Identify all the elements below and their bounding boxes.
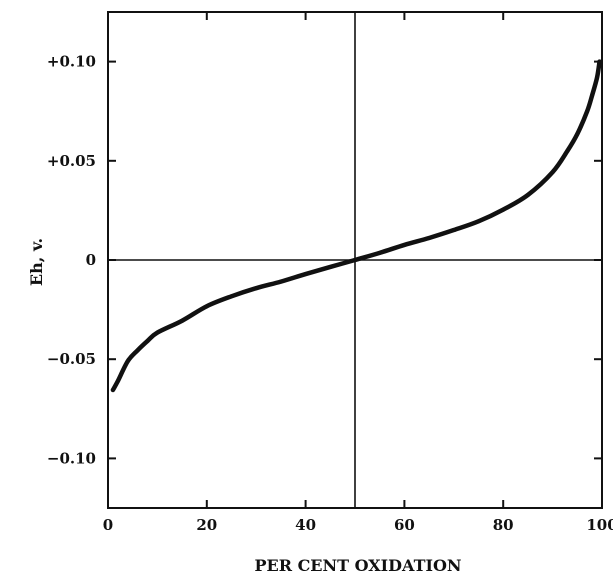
data-point [575, 132, 580, 137]
y-tick-label: +0.05 [47, 152, 96, 170]
data-point [427, 235, 432, 240]
data-point [125, 359, 130, 364]
y-tick-label: +0.10 [47, 53, 96, 71]
data-point [135, 348, 140, 353]
data-point [110, 387, 115, 392]
data-point [377, 250, 382, 255]
data-point [590, 93, 595, 98]
y-tick-label: −0.05 [47, 350, 96, 368]
x-tick-label: 100 [586, 516, 613, 534]
data-point [501, 207, 506, 212]
data-point [204, 304, 209, 309]
data-point [145, 338, 150, 343]
x-tick-label: 60 [394, 516, 415, 534]
data-point [476, 219, 481, 224]
data-point [402, 242, 407, 247]
x-tick-label: 20 [196, 516, 217, 534]
data-point [229, 294, 234, 299]
data-point [180, 318, 185, 323]
data-point [585, 109, 590, 114]
data-point [451, 228, 456, 233]
y-tick-label: 0 [86, 251, 96, 269]
axis-tick-labels: 0 20 40 60 80 100 +0.10 +0.05 0 −0.05 −0.10 [47, 53, 613, 534]
data-point [303, 272, 308, 277]
series-line [110, 59, 602, 393]
data-point [595, 75, 600, 80]
data-point [597, 59, 602, 64]
data-point [353, 258, 357, 262]
data-point [254, 286, 259, 291]
y-axis-label: Eh, v. [27, 238, 46, 286]
data-point [278, 279, 283, 284]
data-point [565, 148, 570, 153]
y-tick-label: −0.10 [47, 449, 96, 467]
axis-ticks [107, 12, 603, 508]
x-tick-label: 80 [493, 516, 514, 534]
x-axis-label: PER CENT OXIDATION [254, 556, 461, 575]
data-point [115, 379, 120, 384]
x-tick-label: 0 [103, 516, 113, 534]
data-point [550, 170, 555, 175]
x-tick-label: 40 [295, 516, 316, 534]
data-point [328, 264, 333, 269]
data-points [110, 59, 602, 392]
data-point [525, 192, 530, 197]
data-point [155, 330, 160, 335]
